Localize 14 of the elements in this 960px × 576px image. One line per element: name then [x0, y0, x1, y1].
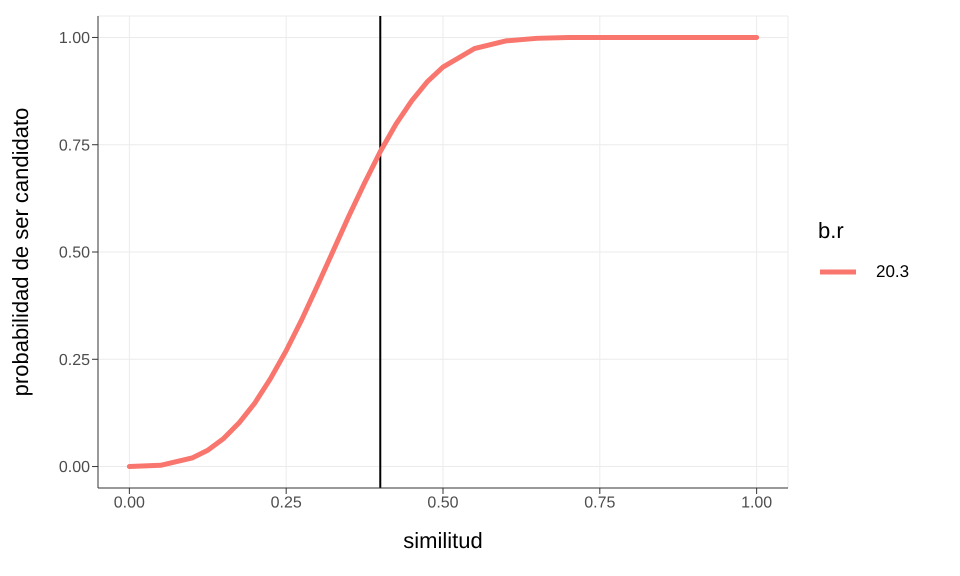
- y-tick-label: 0.75: [58, 137, 90, 154]
- x-tick-label: 0.50: [427, 494, 459, 512]
- y-tick-label: 0.50: [58, 244, 90, 262]
- x-axis-title: similitud: [403, 528, 483, 553]
- x-tick-label: 0.25: [270, 494, 302, 512]
- y-tick-label: 0.25: [58, 352, 90, 369]
- legend-title: b.r: [818, 218, 845, 244]
- y-axis-title: probabilidad de ser candidato: [8, 108, 33, 396]
- x-tick-label: 0.75: [584, 494, 616, 512]
- legend-label: 20.3: [876, 262, 910, 282]
- x-tick-label: 0.00: [114, 494, 146, 512]
- x-tick-label: 1.00: [741, 494, 772, 512]
- y-tick-label: 0.00: [58, 459, 90, 476]
- y-tick-label: 1.00: [58, 30, 90, 48]
